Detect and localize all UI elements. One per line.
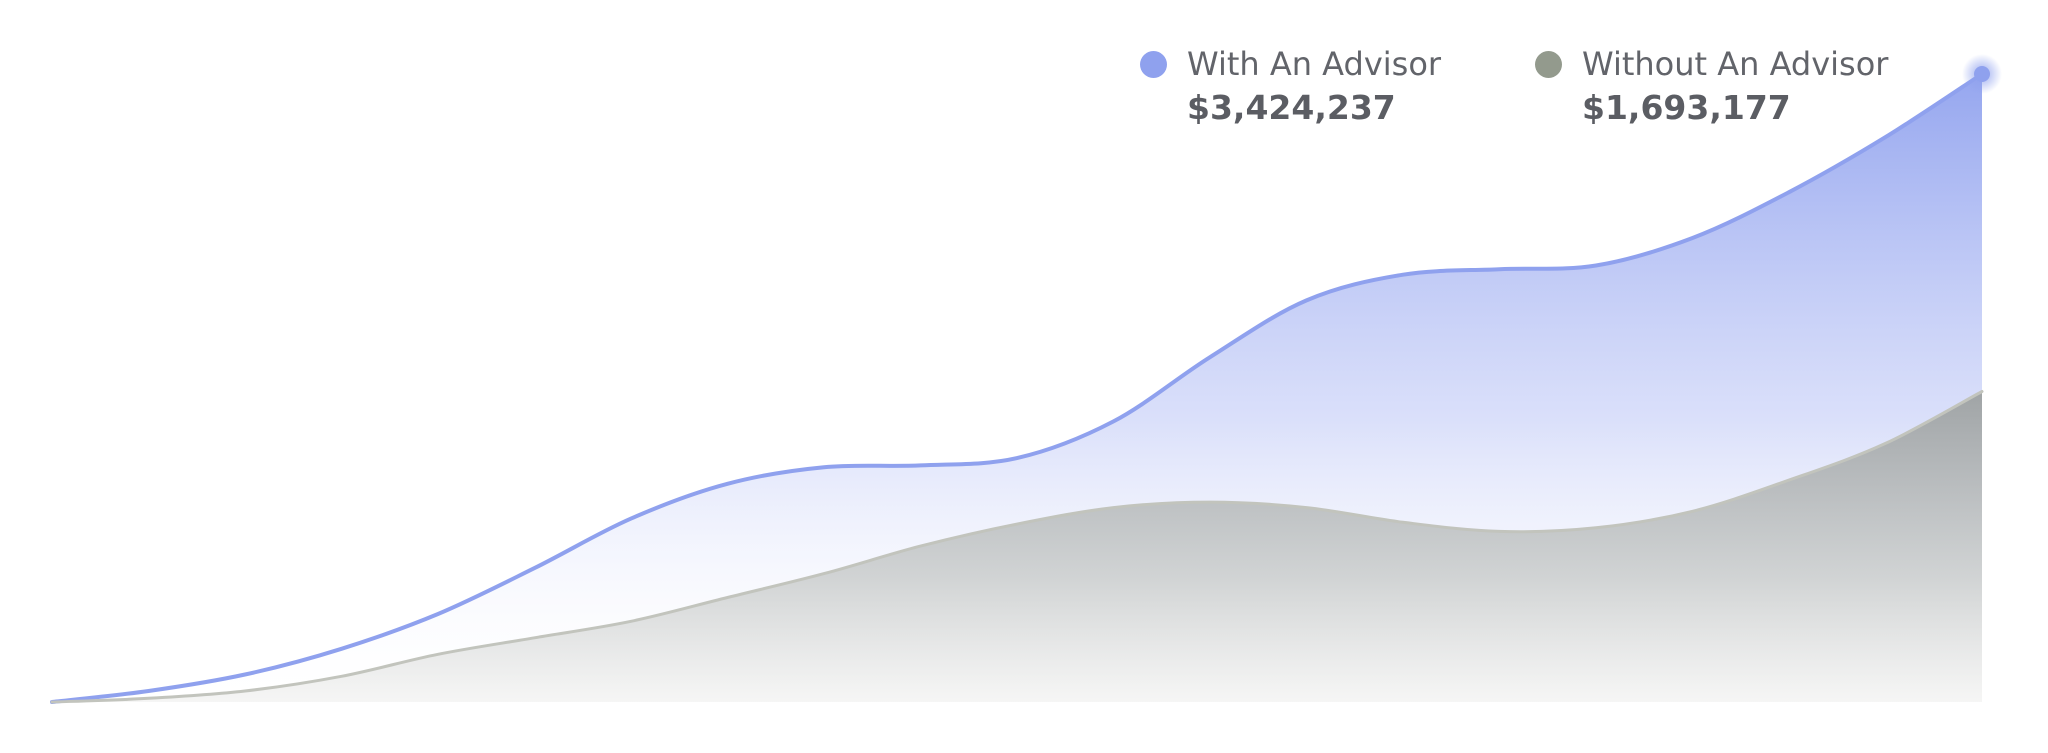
series-areas (52, 74, 1982, 702)
legend-value-with-advisor: $3,424,237 (1187, 88, 1396, 127)
endpoint-marker-with-advisor[interactable] (1974, 66, 1990, 82)
legend-marker-without-advisor (1535, 51, 1562, 78)
legend-label-without-advisor: Without An Advisor (1582, 45, 1889, 83)
line-without-an-advisor (50, 390, 1984, 704)
legend-label-with-advisor: With An Advisor (1187, 45, 1442, 83)
legend-marker-with-advisor (1140, 51, 1167, 78)
series-lines (50, 72, 1984, 704)
legend-value-without-advisor: $1,693,177 (1582, 88, 1791, 127)
series-points (1962, 54, 2002, 94)
area-without-an-advisor (52, 391, 1982, 702)
line-with-an-advisor (50, 72, 1984, 704)
